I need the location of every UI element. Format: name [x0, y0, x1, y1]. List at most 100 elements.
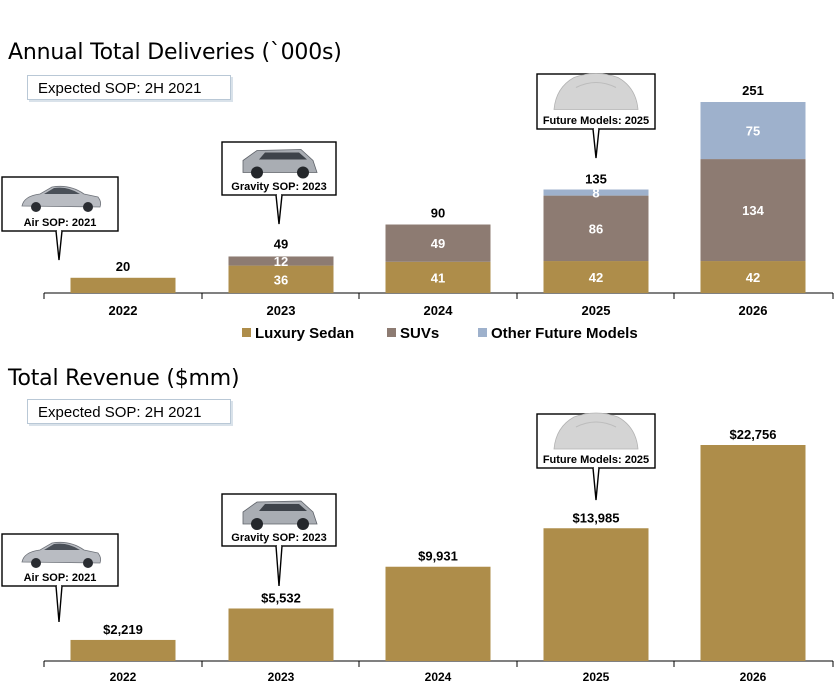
car-window [259, 152, 307, 160]
bar-segment [543, 189, 649, 196]
bar-segment [228, 256, 334, 266]
total-label: 135 [585, 171, 607, 186]
segment-label: 42 [746, 270, 760, 285]
legend-label: SUVs [400, 325, 439, 342]
bar-segment [543, 261, 649, 293]
callout-gravity: Gravity SOP: 2023 [221, 493, 337, 587]
segment-label: 36 [274, 272, 288, 287]
category-label: 2022 [109, 303, 138, 318]
car-icon [242, 500, 318, 530]
revenue-bar [543, 528, 649, 661]
car-cover [553, 73, 639, 110]
car-wheel [251, 518, 263, 530]
value-label: $9,931 [418, 549, 458, 564]
total-label: 251 [742, 83, 764, 98]
segment-label: 41 [431, 270, 445, 285]
car-wheel [251, 166, 263, 179]
segment-label: 8 [592, 186, 599, 201]
car-wheel [83, 558, 93, 568]
segment-label: 12 [274, 254, 288, 269]
car-wheel [31, 202, 41, 212]
car-window [44, 543, 80, 550]
revenue-title: Total Revenue ($mm) [8, 366, 240, 391]
bar-segment [70, 277, 176, 293]
bar-segment [543, 195, 649, 262]
revenue-sop-badge: Expected SOP: 2H 2021 [27, 399, 231, 424]
callout-label: Gravity SOP: 2023 [231, 532, 326, 544]
value-label: $22,756 [730, 427, 777, 442]
callout-label: Gravity SOP: 2023 [231, 181, 326, 193]
deliveries-sop-badge: Expected SOP: 2H 2021 [27, 75, 231, 100]
callout-pointer [55, 230, 63, 261]
car-cover-fold [575, 421, 617, 428]
total-label: 90 [431, 206, 445, 221]
car-body [21, 185, 102, 208]
callout-label: Air SOP: 2021 [24, 572, 97, 584]
legend-swatch [478, 328, 487, 337]
car-window [44, 187, 80, 194]
callout-label: Future Models: 2025 [543, 454, 649, 466]
callout-pointer [55, 585, 63, 623]
bar-segment [700, 159, 806, 262]
revenue-bar [228, 608, 334, 661]
segment-label: 42 [589, 270, 603, 285]
bar-segment [700, 261, 806, 293]
car-body [21, 541, 102, 564]
callout-future: Future Models: 2025 [536, 412, 656, 501]
covered-car-icon [553, 73, 639, 110]
callout-label: Air SOP: 2021 [24, 217, 97, 229]
callout-future: Future Models: 2025 [536, 73, 656, 159]
revenue-chart: $2,219 2022 $5,532 2023 $9,931 2024 $13,985 202… [1, 412, 834, 684]
legend-label: Other Future Models [491, 325, 638, 342]
car-cover [553, 412, 639, 450]
car-wheel [83, 202, 93, 212]
callout-pointer [275, 194, 283, 225]
legend-swatch [387, 328, 396, 337]
bar-segment [385, 261, 491, 293]
car-icon [21, 541, 102, 568]
category-label: 2025 [583, 670, 610, 684]
category-label: 2024 [425, 670, 452, 684]
legend-label: Luxury Sedan [255, 325, 354, 342]
segment-label: 134 [742, 203, 764, 218]
category-label: 2023 [267, 303, 296, 318]
category-label: 2026 [740, 670, 767, 684]
callout-air: Air SOP: 2021 [1, 533, 119, 623]
callout-label: Future Models: 2025 [543, 115, 649, 127]
callout-gravity: Gravity SOP: 2023 [221, 141, 337, 225]
callout-pointer [275, 545, 283, 587]
callout-pointer [592, 467, 600, 501]
segment-label: 86 [589, 221, 603, 236]
callout-pointer [592, 128, 600, 159]
category-label: 2022 [110, 670, 137, 684]
car-wheel [297, 518, 309, 530]
total-label: 49 [274, 237, 288, 252]
category-label: 2024 [424, 303, 454, 318]
car-wheel [31, 558, 41, 568]
segment-label: 49 [431, 236, 445, 251]
revenue-bar [385, 566, 491, 661]
car-icon [242, 149, 318, 179]
covered-car-icon [553, 412, 639, 450]
car-icon [21, 185, 102, 212]
category-label: 2023 [268, 670, 295, 684]
value-label: $13,985 [573, 510, 620, 525]
car-cover-fold [575, 82, 617, 88]
car-window [259, 504, 307, 511]
bar-segment [700, 102, 806, 160]
category-label: 2025 [582, 303, 611, 318]
segment-label: 75 [746, 124, 760, 139]
value-label: $5,532 [261, 590, 301, 605]
deliveries-title: Annual Total Deliveries (`000s) [8, 40, 342, 65]
revenue-bar [70, 639, 176, 661]
callout-air: Air SOP: 2021 [1, 176, 119, 261]
value-label: $2,219 [103, 622, 143, 637]
bar-segment [385, 224, 491, 262]
legend-swatch [242, 328, 251, 337]
category-label: 2026 [739, 303, 768, 318]
total-label: 20 [116, 259, 130, 274]
bar-segment [228, 265, 334, 293]
car-wheel [297, 166, 309, 179]
revenue-bar [700, 445, 806, 661]
